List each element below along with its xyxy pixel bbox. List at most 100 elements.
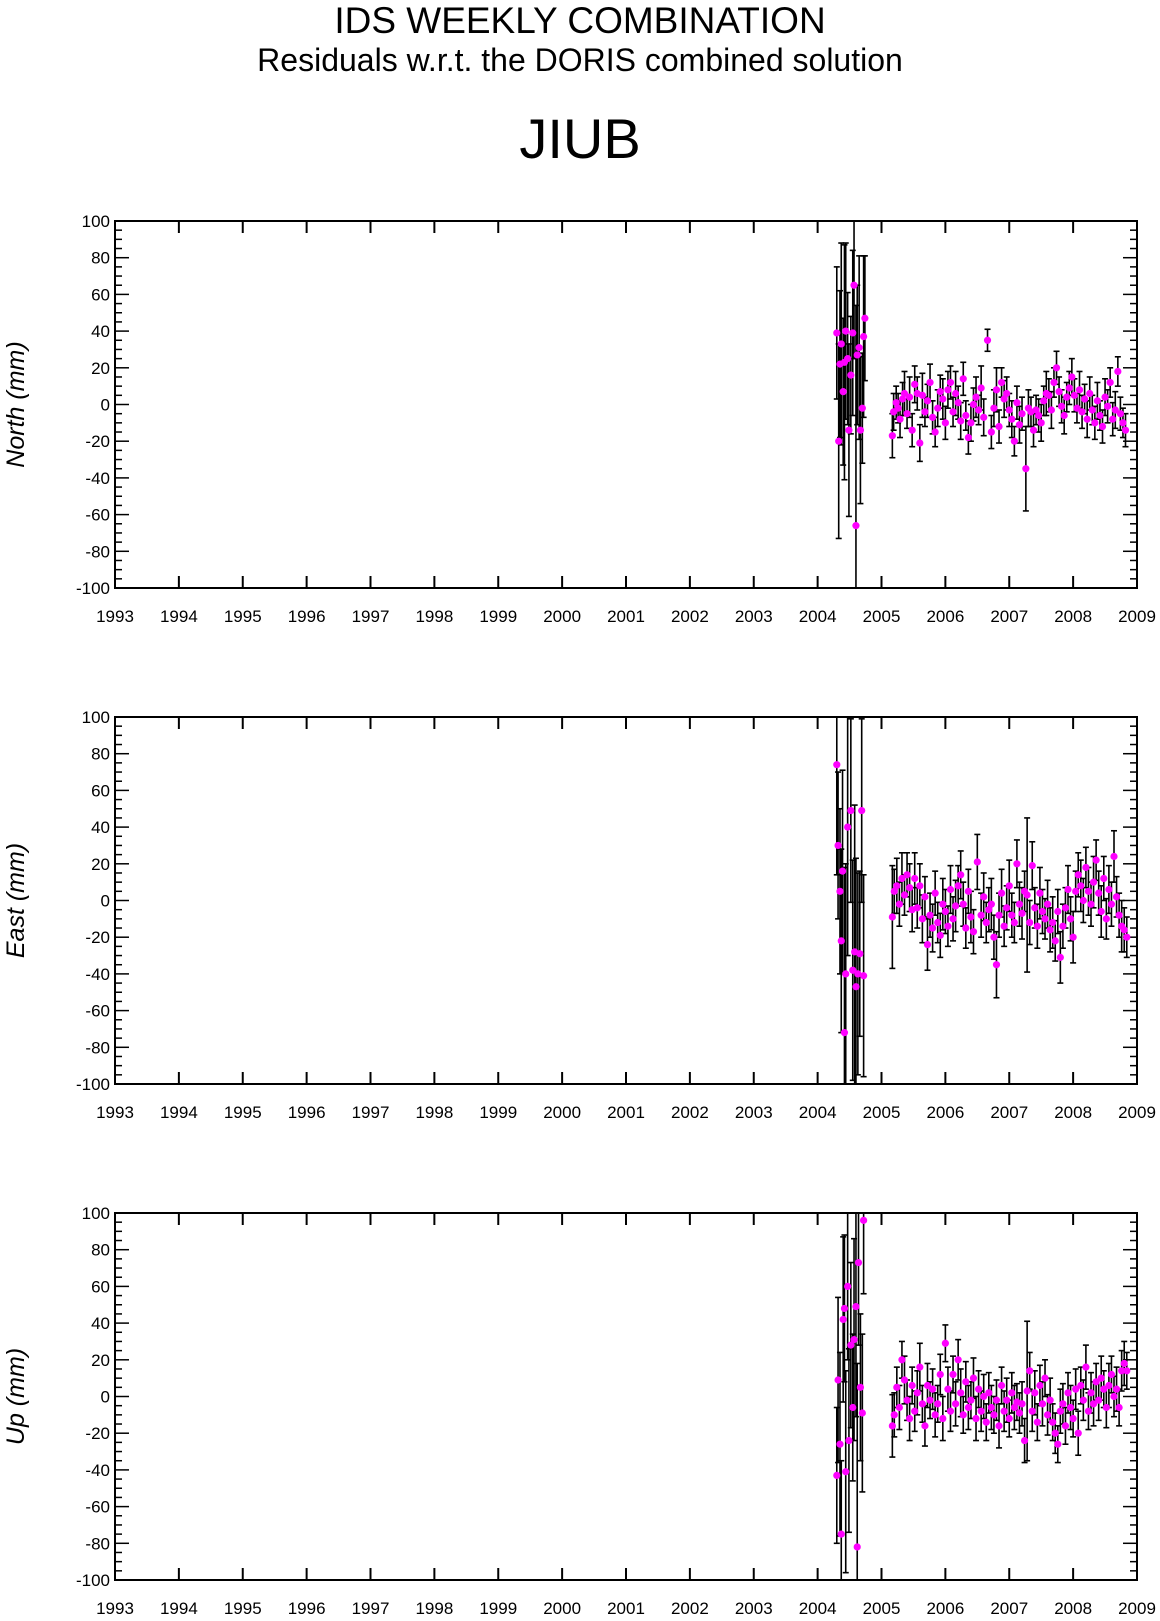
data-point bbox=[1066, 1403, 1075, 1412]
x-tick-label: 1998 bbox=[415, 1599, 453, 1618]
y-tick-label: 20 bbox=[91, 1351, 110, 1370]
data-point bbox=[1097, 1374, 1105, 1382]
x-tick-label: 2002 bbox=[671, 1599, 709, 1618]
y-axis-label: East (mm) bbox=[2, 843, 30, 958]
x-tick-label: 1993 bbox=[96, 607, 134, 626]
data-point bbox=[1100, 874, 1108, 883]
x-tick-label: 2003 bbox=[735, 607, 773, 626]
data-point bbox=[1028, 862, 1036, 870]
data-point bbox=[906, 884, 914, 892]
data-point bbox=[860, 1216, 868, 1224]
data-point bbox=[977, 911, 985, 919]
x-tick-label: 1996 bbox=[288, 1103, 326, 1122]
data-point bbox=[957, 1389, 965, 1397]
data-point bbox=[844, 823, 852, 831]
data-point bbox=[1083, 415, 1091, 423]
data-point bbox=[964, 1403, 972, 1412]
data-point bbox=[842, 970, 850, 978]
data-point bbox=[1023, 1387, 1031, 1395]
data-point bbox=[1046, 926, 1054, 934]
data-point bbox=[923, 1381, 932, 1390]
y-tick-label: 100 bbox=[82, 1204, 110, 1223]
data-point bbox=[1018, 1400, 1026, 1408]
data-point bbox=[839, 1315, 847, 1324]
x-tick-label: 2005 bbox=[863, 1103, 901, 1122]
data-point bbox=[980, 413, 988, 421]
data-point bbox=[898, 1356, 906, 1364]
data-point bbox=[1032, 406, 1040, 414]
y-tick-label: -40 bbox=[85, 469, 110, 488]
data-point bbox=[1072, 1385, 1080, 1393]
data-point bbox=[1015, 421, 1024, 429]
panel-1: 100 80 60 40 20 0 -20 -40 -60 -80 -100 1993 1994 1995… bbox=[2, 212, 1156, 626]
data-point bbox=[1054, 1440, 1062, 1448]
data-point bbox=[1026, 918, 1034, 927]
data-point bbox=[954, 399, 962, 407]
data-point bbox=[1082, 863, 1090, 872]
data-point bbox=[987, 428, 995, 436]
data-point bbox=[833, 761, 841, 769]
data-point bbox=[997, 889, 1006, 897]
data-point bbox=[1041, 915, 1049, 923]
data-point bbox=[944, 1385, 952, 1393]
data-point bbox=[977, 1407, 985, 1415]
y-tick-label: 80 bbox=[91, 1241, 110, 1260]
data-point bbox=[842, 1468, 850, 1476]
x-tick-label: 1997 bbox=[352, 1599, 390, 1618]
data-point bbox=[900, 891, 909, 899]
x-tick-label: 2003 bbox=[735, 1103, 773, 1122]
data-point bbox=[946, 1407, 955, 1415]
data-point bbox=[1079, 1396, 1087, 1404]
data-point bbox=[1098, 422, 1107, 431]
data-point bbox=[1092, 856, 1100, 864]
data-point bbox=[949, 915, 957, 923]
data-point bbox=[1015, 900, 1024, 908]
data-point bbox=[844, 1282, 852, 1290]
y-tick-label: 20 bbox=[91, 359, 110, 378]
data-points bbox=[833, 1216, 1131, 1551]
data-point bbox=[849, 329, 857, 337]
data-point bbox=[847, 1341, 855, 1349]
data-point bbox=[913, 1389, 921, 1397]
data-point bbox=[974, 406, 983, 414]
data-point bbox=[1115, 1403, 1123, 1412]
data-point bbox=[1058, 402, 1066, 410]
data-point bbox=[926, 911, 934, 919]
y-tick-label: -60 bbox=[85, 506, 110, 525]
data-point bbox=[967, 1396, 975, 1404]
data-point bbox=[1005, 1414, 1013, 1423]
chart-title: IDS WEEKLY COMBINATION bbox=[334, 0, 826, 41]
data-point bbox=[1064, 1389, 1072, 1397]
data-point bbox=[1059, 922, 1067, 930]
data-point bbox=[892, 399, 900, 407]
data-point bbox=[858, 806, 866, 815]
data-point bbox=[964, 433, 972, 442]
data-point bbox=[929, 413, 937, 421]
data-point bbox=[974, 1385, 983, 1393]
data-point bbox=[1003, 389, 1011, 398]
data-point bbox=[1112, 1385, 1121, 1393]
x-tick-label: 1999 bbox=[479, 1103, 517, 1122]
y-tick-label: 60 bbox=[91, 781, 110, 800]
data-point bbox=[1043, 900, 1052, 908]
x-tick-label: 2007 bbox=[990, 1599, 1028, 1618]
station-name: JIUB bbox=[519, 107, 641, 170]
data-point bbox=[890, 887, 898, 895]
data-point bbox=[906, 1414, 914, 1423]
y-tick-label: -60 bbox=[85, 1002, 110, 1021]
x-tick-label: 2004 bbox=[799, 1103, 837, 1122]
data-point bbox=[1102, 915, 1110, 923]
data-point bbox=[962, 1378, 970, 1386]
data-point bbox=[997, 378, 1006, 387]
data-point bbox=[1037, 419, 1045, 427]
data-point bbox=[997, 1381, 1006, 1390]
y-axis-label: North (mm) bbox=[2, 341, 30, 467]
data-point bbox=[1093, 397, 1101, 405]
data-point bbox=[836, 887, 844, 895]
data-point bbox=[977, 384, 985, 392]
data-point bbox=[921, 893, 929, 901]
data-point bbox=[1115, 911, 1123, 919]
data-point bbox=[936, 388, 944, 396]
data-point bbox=[1084, 1407, 1093, 1415]
data-point bbox=[990, 1411, 998, 1419]
